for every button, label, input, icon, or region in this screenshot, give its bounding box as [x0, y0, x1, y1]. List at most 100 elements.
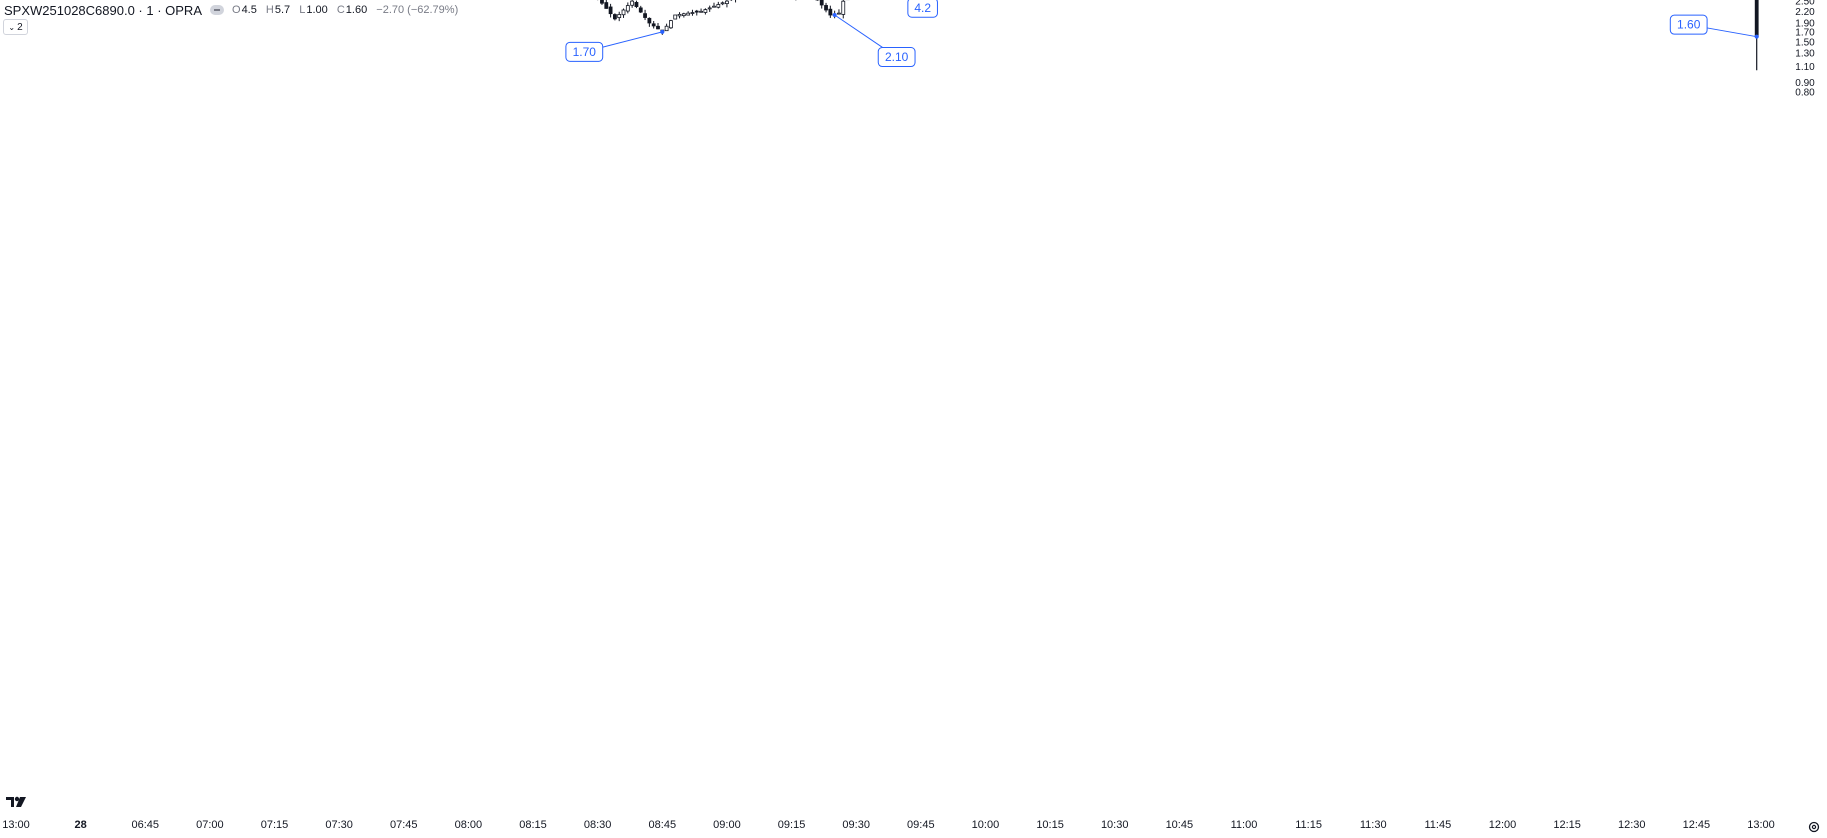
- x-tick-label: 12:00: [1489, 819, 1517, 831]
- candle: [647, 17, 652, 27]
- price-callout[interactable]: 1.60: [1669, 14, 1759, 39]
- x-tick-label: 09:15: [778, 819, 806, 831]
- x-tick-label: 11:45: [1425, 819, 1452, 831]
- symbol-header: SPXW251028C6890.0 · 1 · OPRA O4.5 H5.7 L…: [4, 2, 458, 18]
- y-tick-label: 1.50: [1795, 37, 1815, 48]
- gear-icon[interactable]: [1808, 820, 1820, 838]
- symbol-title[interactable]: SPXW251028C6890.0 · 1 · OPRA: [4, 2, 202, 18]
- indicators-count: 2: [17, 21, 23, 33]
- x-tick-label: 10:15: [1036, 819, 1064, 831]
- candle: [604, 0, 609, 9]
- candle: [608, 3, 613, 18]
- x-tick-label: 06:45: [131, 819, 159, 831]
- candle: [824, 2, 828, 13]
- x-tick-label: 28: [75, 819, 87, 831]
- candle: [621, 8, 626, 18]
- candle: [716, 1, 721, 9]
- candle: [613, 13, 617, 21]
- x-tick-label: 09:45: [907, 819, 935, 831]
- price-callout[interactable]: 1.70: [565, 29, 665, 62]
- x-tick-label: 11:15: [1295, 819, 1322, 831]
- open-key: O: [232, 4, 241, 16]
- candle: [690, 9, 695, 16]
- x-tick-label: 11:00: [1231, 819, 1258, 831]
- candle: [819, 0, 824, 9]
- candle: [617, 11, 622, 22]
- tradingview-logo-icon[interactable]: [6, 795, 30, 814]
- low-value: 1.00: [306, 4, 328, 16]
- y-tick-label: 0.90: [1795, 78, 1815, 89]
- x-tick-label: 07:45: [390, 819, 418, 831]
- price-callout-label: 1.60: [1677, 18, 1701, 32]
- candle: [837, 9, 841, 15]
- candle: [651, 20, 656, 29]
- open-value: 4.5: [241, 4, 257, 16]
- x-tick-label: 07:00: [196, 819, 224, 831]
- price-callout-label: 4.2: [914, 1, 931, 15]
- candle: [673, 14, 678, 20]
- candle: [643, 9, 647, 21]
- candles: [597, 0, 1759, 71]
- x-tick-label: 12:30: [1618, 819, 1646, 831]
- candle: [707, 5, 712, 12]
- x-tick-label: 13:00: [1747, 819, 1775, 831]
- x-tick-label: 07:15: [261, 819, 289, 831]
- y-tick-label: 1.10: [1795, 62, 1815, 73]
- x-tick-label: 08:15: [519, 819, 547, 831]
- x-tick-label: 08:00: [455, 819, 483, 831]
- close-value: 1.60: [345, 4, 368, 16]
- x-tick-label: 09:00: [713, 819, 741, 831]
- high-key: H: [265, 4, 274, 16]
- candle: [841, 0, 846, 19]
- candle: [630, 0, 635, 8]
- y-tick-label: 1.30: [1795, 49, 1815, 60]
- change-value: −2.70 (−62.79%): [376, 4, 459, 16]
- price-callout-label: 1.70: [573, 45, 597, 59]
- candle: [664, 23, 669, 32]
- candle: [677, 12, 682, 19]
- candle: [686, 11, 691, 16]
- candle: [725, 0, 729, 8]
- candle: [729, 0, 734, 1]
- x-tick-label: 10:45: [1166, 819, 1194, 831]
- price-callout[interactable]: 2.10: [832, 13, 916, 68]
- x-tick-label: 10:30: [1101, 819, 1129, 831]
- candle: [735, 0, 737, 3]
- candle: [634, 0, 639, 9]
- ohlc-values: O4.5 H5.7 L1.00 C1.60 −2.70 (−62.79%): [232, 4, 458, 16]
- x-tick-label: 12:45: [1683, 819, 1711, 831]
- indicators-toggle-button[interactable]: ⌄ 2: [3, 19, 28, 35]
- x-tick-label: 07:30: [325, 819, 353, 831]
- candle: [625, 2, 630, 14]
- candle: [600, 0, 604, 5]
- close-key: C: [336, 4, 345, 16]
- candle: [669, 19, 673, 29]
- y-tick-label: 2.20: [1795, 7, 1815, 18]
- candle: [703, 8, 708, 15]
- y-tick-label: 1.90: [1795, 18, 1815, 29]
- chevron-down-icon: ⌄: [8, 22, 16, 32]
- x-tick-label: 08:45: [649, 819, 677, 831]
- y-tick-label: 2.50: [1795, 0, 1815, 8]
- y-tick-label: 0.80: [1795, 87, 1815, 98]
- candle: [681, 12, 686, 18]
- candle: [720, 1, 725, 6]
- x-tick-label: 08:30: [584, 819, 612, 831]
- y-tick-label: 1.70: [1795, 27, 1815, 38]
- x-tick-label: 09:30: [842, 819, 870, 831]
- price-callout[interactable]: 4.2: [889, 0, 938, 18]
- price-callout-label: 2.10: [885, 50, 909, 64]
- x-tick-label: 12:15: [1553, 819, 1581, 831]
- candle: [815, 0, 820, 1]
- high-value: 5.7: [274, 4, 291, 16]
- x-tick-label: 11:30: [1360, 819, 1387, 831]
- low-key: L: [299, 4, 306, 16]
- candle: [656, 22, 660, 30]
- candle: [828, 5, 833, 18]
- x-tick-label: 10:00: [972, 819, 1000, 831]
- candle: [638, 5, 643, 14]
- market-status-icon: [210, 5, 224, 15]
- candle: [712, 2, 716, 8]
- candle: [694, 9, 699, 16]
